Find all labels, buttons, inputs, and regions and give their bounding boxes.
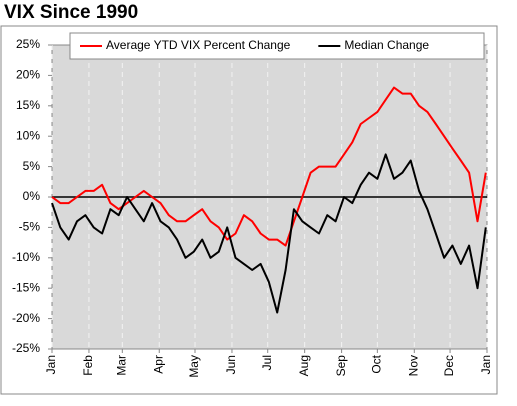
x-tick-label: Jun [224,355,238,374]
x-tick-label: Dec [442,355,456,376]
y-tick-label: -20% [12,311,40,325]
y-tick-label: -15% [12,280,40,294]
y-tick-label: 20% [16,68,40,82]
x-tick-label: Mar [114,355,128,376]
x-tick-label: Nov [406,355,420,376]
y-tick-label: -5% [19,220,41,234]
y-tick-label: 15% [16,98,40,112]
x-tick-label: Oct [370,354,384,373]
x-tick-label: Feb [81,355,95,376]
legend-label: Median Change [344,38,429,52]
chart-title: VIX Since 1990 [4,2,138,23]
y-tick-label: 0% [23,189,41,203]
y-tick-label: -10% [12,250,40,264]
y-tick-label: 10% [16,128,40,142]
x-tick-label: May [187,355,201,378]
x-tick-label: Jul [260,355,274,370]
y-tick-label: -25% [12,341,40,355]
x-tick-label: Aug [297,355,311,376]
y-tick-label: 5% [23,159,41,173]
x-tick-label: Apr [151,355,165,374]
x-tick-label: Jan [479,355,493,374]
legend-box [69,32,485,60]
data-line [51,153,487,314]
x-tick-label: Sep [334,355,348,377]
y-tick-label: 25% [16,37,40,51]
legend-label: Average YTD VIX Percent Change [106,38,291,52]
x-tick-label: Jan [44,355,58,374]
